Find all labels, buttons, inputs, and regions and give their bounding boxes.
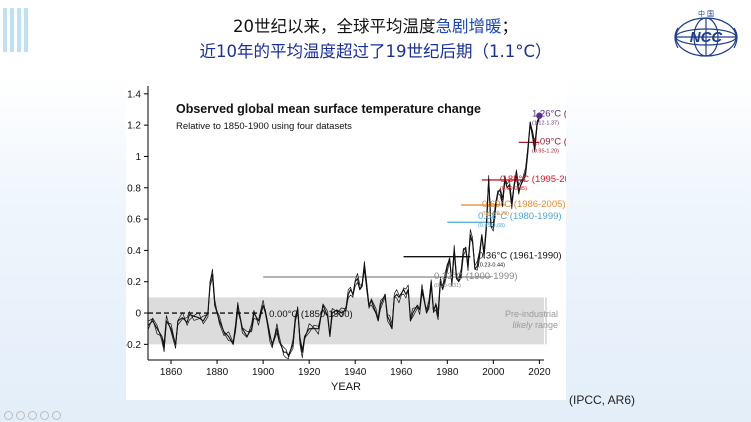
- ncc-logo: 中 国 NCC: [670, 8, 742, 60]
- period-label: 0.36°C (1961-1990): [478, 251, 562, 262]
- period-range-label: (0.95-1.20): [532, 148, 559, 154]
- period-range-label: (0.69-0.95): [500, 186, 527, 192]
- chart-subtitle: Relative to 1850-1900 using four dataset…: [176, 121, 352, 132]
- period-label: 0.85°C (1995-2014): [500, 174, 566, 185]
- y-tick-label: 0.8: [127, 183, 141, 194]
- y-tick-label: 0: [135, 309, 141, 320]
- y-tick-label: 0.6: [127, 215, 141, 226]
- x-tick-label: 2020: [528, 367, 551, 378]
- period-range-label: (1.12-1.37): [532, 121, 559, 127]
- band-label-line2: likely range: [512, 320, 558, 330]
- x-tick-label: 1920: [298, 367, 321, 378]
- logo-text: NCC: [690, 29, 724, 46]
- chart-title: Observed global mean surface temperature…: [176, 102, 481, 116]
- source-citation: (IPCC, AR6): [569, 393, 636, 407]
- x-tick-label: 1880: [206, 367, 229, 378]
- title-highlight-number: 10年: [215, 42, 254, 61]
- y-tick-label: 1.2: [127, 121, 141, 132]
- y-tick-label: 0.2: [127, 277, 141, 288]
- x-axis-label: YEAR: [331, 381, 361, 393]
- decorative-stripes: [3, 8, 33, 52]
- logo-top-text: 中 国: [698, 9, 714, 18]
- period-label: 0.00°C (1850-1900): [269, 309, 353, 320]
- slide-title-line1: 20世纪以来，全球平均温度急剧增暖；: [233, 17, 518, 36]
- period-label: 1.26°C (2020): [532, 109, 566, 120]
- x-tick-label: 1960: [390, 367, 413, 378]
- x-tick-label: 1940: [344, 367, 367, 378]
- year-2020-point: [536, 112, 543, 119]
- x-tick-label: 1980: [436, 367, 459, 378]
- y-tick-label: 1.4: [127, 89, 141, 100]
- x-tick-label: 1900: [252, 367, 275, 378]
- y-tick-label: -0.2: [126, 340, 141, 351]
- y-tick-label: 0.4: [127, 246, 141, 257]
- period-label: 0.58°C (1980-1999): [478, 211, 562, 222]
- period-label: 0.23°C (1900-1999): [434, 271, 518, 282]
- period-range-label: (0.45-0.68): [478, 223, 505, 229]
- title-highlight: 急剧增暖: [435, 17, 502, 36]
- band-label-line1: Pre-industrial: [505, 309, 558, 319]
- period-label: 1.09°C (2011-2020): [532, 136, 566, 147]
- x-tick-label: 2000: [482, 367, 505, 378]
- footer-toolbar: [4, 409, 74, 421]
- series-line: [147, 113, 540, 358]
- period-range-label: (0.23-0.44): [478, 263, 505, 269]
- slide-title-line2: 近10年的平均温度超过了19世纪后期（1.1°C）: [199, 42, 552, 61]
- period-range-label: (0.54-0.79): [482, 211, 509, 217]
- period-range-label: (0.10-0.31): [434, 283, 461, 289]
- x-tick-label: 1860: [160, 367, 183, 378]
- y-tick-label: 1: [135, 152, 141, 163]
- period-label: 0.69°C (1986-2005): [482, 199, 566, 210]
